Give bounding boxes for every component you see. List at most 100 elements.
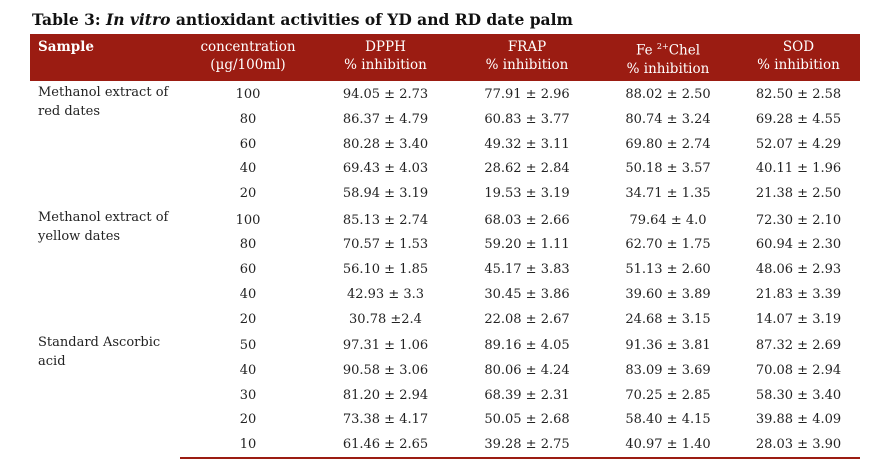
sod-cell: 21.38 ± 2.50 [755, 186, 842, 202]
sod-cell: 52.07 ± 4.29 [755, 136, 842, 152]
dpph-cell: 90.58 ± 3.06 [342, 362, 429, 378]
header-frap-line1: FRAP [507, 39, 547, 55]
conc-cell: 50 [239, 338, 257, 354]
table-row: 40 90.58 ± 3.06 80.06 ± 4.24 83.09 ± 3.69 70… [30, 358, 860, 383]
sod-cell: 72.30 ± 2.10 [755, 212, 842, 228]
fechel-cell: 69.80 ± 2.74 [625, 136, 711, 152]
frap-cell: 50.05 ± 2.68 [484, 412, 570, 428]
conc-cell: 20 [239, 412, 257, 428]
fechel-cell: 62.70 ± 1.75 [625, 237, 711, 253]
dpph-cell: 86.37 ± 4.79 [342, 112, 429, 128]
sod-cell: 60.94 ± 2.30 [755, 237, 842, 253]
header-fechel-line2: % inhibition [626, 60, 710, 77]
table-row: 20 30.78 ±2.4 22.08 ± 2.67 24.68 ± 3.15 14.0… [30, 307, 860, 332]
fechel-cell: 40.97 ± 1.40 [599, 432, 737, 459]
sample-name-cell: Standard Ascorbic acid [38, 335, 161, 370]
sod-cell: 87.32 ± 2.69 [755, 338, 842, 354]
header-dpph-line2: % inhibition [344, 57, 427, 73]
sod-cell: 82.50 ± 2.58 [755, 87, 842, 103]
frap-cell: 80.06 ± 4.24 [484, 362, 570, 378]
header-sod-line1: SOD [782, 39, 815, 55]
sod-cell: 40.11 ± 1.96 [755, 161, 842, 177]
conc-cell: 100 [235, 212, 261, 228]
dpph-cell: 97.31 ± 1.06 [342, 338, 429, 354]
dpph-cell: 58.94 ± 3.19 [342, 186, 429, 202]
table-row: 30 81.20 ± 2.94 68.39 ± 2.31 70.25 ± 2.85 58… [30, 383, 860, 408]
dpph-cell: 70.57 ± 1.53 [342, 237, 429, 253]
table-row: 60 56.10 ± 1.85 45.17 ± 3.83 51.13 ± 2.60 48… [30, 257, 860, 282]
frap-cell: 68.39 ± 2.31 [484, 387, 570, 403]
frap-cell: 68.03 ± 2.66 [484, 212, 570, 228]
frap-cell: 22.08 ± 2.67 [484, 311, 570, 327]
table-header-row: Sample concentration (µg/100ml) DPPH % inh… [30, 34, 860, 81]
frap-cell: 28.62 ± 2.84 [484, 161, 570, 177]
header-concentration-line2: (µg/100ml) [210, 57, 286, 73]
conc-cell: 40 [239, 161, 257, 177]
sample-name-cell: Methanol extract of yellow dates [38, 209, 169, 244]
table-row: 20 73.38 ± 4.17 50.05 ± 2.68 58.40 ± 4.15 39… [30, 407, 860, 432]
header-fechel: Fe 2+Chel% inhibition [599, 34, 737, 81]
table-title-italic: In vitro [105, 10, 171, 29]
sod-cell: 14.07 ± 3.19 [755, 311, 842, 327]
table-row: Standard Ascorbic acid 50 97.31 ± 1.06 89.1… [30, 331, 860, 369]
fechel-cell: 58.40 ± 4.15 [625, 412, 711, 428]
conc-cell: 10 [180, 432, 316, 459]
fechel-cell: 88.02 ± 2.50 [625, 87, 711, 103]
conc-cell: 20 [239, 311, 257, 327]
header-fechel-superscript: 2+ [656, 42, 669, 51]
table-title-rest: antioxidant activities of YD and RD date… [170, 10, 573, 29]
dpph-cell: 61.46 ± 2.65 [316, 432, 455, 459]
sod-cell: 48.06 ± 2.93 [755, 262, 842, 278]
sod-cell: 28.03 ± 3.90 [737, 432, 860, 459]
sod-cell: 21.83 ± 3.39 [755, 286, 842, 302]
table-title: Table 3: In vitro antioxidant activities… [32, 10, 573, 29]
conc-cell: 100 [235, 87, 261, 103]
fechel-cell: 83.09 ± 3.69 [625, 362, 711, 378]
conc-cell: 20 [239, 186, 257, 202]
conc-cell: 80 [239, 112, 257, 128]
dpph-cell: 69.43 ± 4.03 [342, 161, 429, 177]
header-concentration-line1: concentration [200, 39, 296, 55]
table-row: 40 42.93 ± 3.3 30.45 ± 3.86 39.60 ± 3.89 21.… [30, 282, 860, 307]
header-dpph: DPPH % inhibition [316, 34, 455, 81]
table-row: Methanol extract of red dates 100 94.05 ± … [30, 81, 860, 119]
frap-cell: 49.32 ± 3.11 [484, 136, 570, 152]
antioxidant-table: Sample concentration (µg/100ml) DPPH % inh… [30, 34, 860, 459]
frap-cell: 30.45 ± 3.86 [484, 286, 570, 302]
header-frap-line2: % inhibition [485, 57, 569, 73]
table-row: 80 86.37 ± 4.79 60.83 ± 3.77 80.74 ± 3.24 69… [30, 107, 860, 132]
conc-cell: 40 [239, 362, 257, 378]
dpph-cell: 85.13 ± 2.74 [342, 212, 429, 228]
fechel-cell: 91.36 ± 3.81 [625, 338, 711, 354]
table-title-prefix: Table 3: [32, 10, 106, 29]
fechel-cell: 70.25 ± 2.85 [625, 387, 711, 403]
frap-cell: 89.16 ± 4.05 [484, 338, 570, 354]
dpph-cell: 73.38 ± 4.17 [342, 412, 429, 428]
fechel-cell: 34.71 ± 1.35 [625, 186, 711, 202]
sod-cell: 70.08 ± 2.94 [755, 362, 842, 378]
table-row: Methanol extract of yellow dates 100 85.13… [30, 206, 860, 244]
header-fechel-chel: Chel [668, 42, 701, 59]
conc-cell: 60 [239, 136, 257, 152]
fechel-cell: 79.64 ± 4.0 [629, 212, 707, 228]
conc-cell: 40 [239, 286, 257, 302]
fechel-cell: 39.60 ± 3.89 [625, 286, 711, 302]
conc-cell: 80 [239, 237, 257, 253]
dpph-cell: 81.20 ± 2.94 [342, 387, 429, 403]
conc-cell: 60 [239, 262, 257, 278]
dpph-cell: 30.78 ±2.4 [349, 311, 422, 327]
header-sample-label: Sample [38, 39, 94, 55]
table-body: Methanol extract of red dates 100 94.05 ± … [30, 81, 860, 459]
header-sod: SOD % inhibition [737, 34, 860, 81]
dpph-cell: 80.28 ± 3.40 [342, 136, 429, 152]
conc-cell: 30 [239, 387, 257, 403]
dpph-cell: 56.10 ± 1.85 [342, 262, 429, 278]
fechel-cell: 51.13 ± 2.60 [625, 262, 711, 278]
sod-cell: 39.88 ± 4.09 [755, 412, 842, 428]
dpph-cell: 94.05 ± 2.73 [342, 87, 429, 103]
frap-cell: 19.53 ± 3.19 [484, 186, 570, 202]
header-dpph-line1: DPPH [365, 39, 406, 55]
table-row: 20 58.94 ± 3.19 19.53 ± 3.19 34.71 ± 1.35 21… [30, 181, 860, 206]
header-fechel-fe: Fe [635, 42, 653, 59]
fechel-cell: 50.18 ± 3.57 [625, 161, 711, 177]
